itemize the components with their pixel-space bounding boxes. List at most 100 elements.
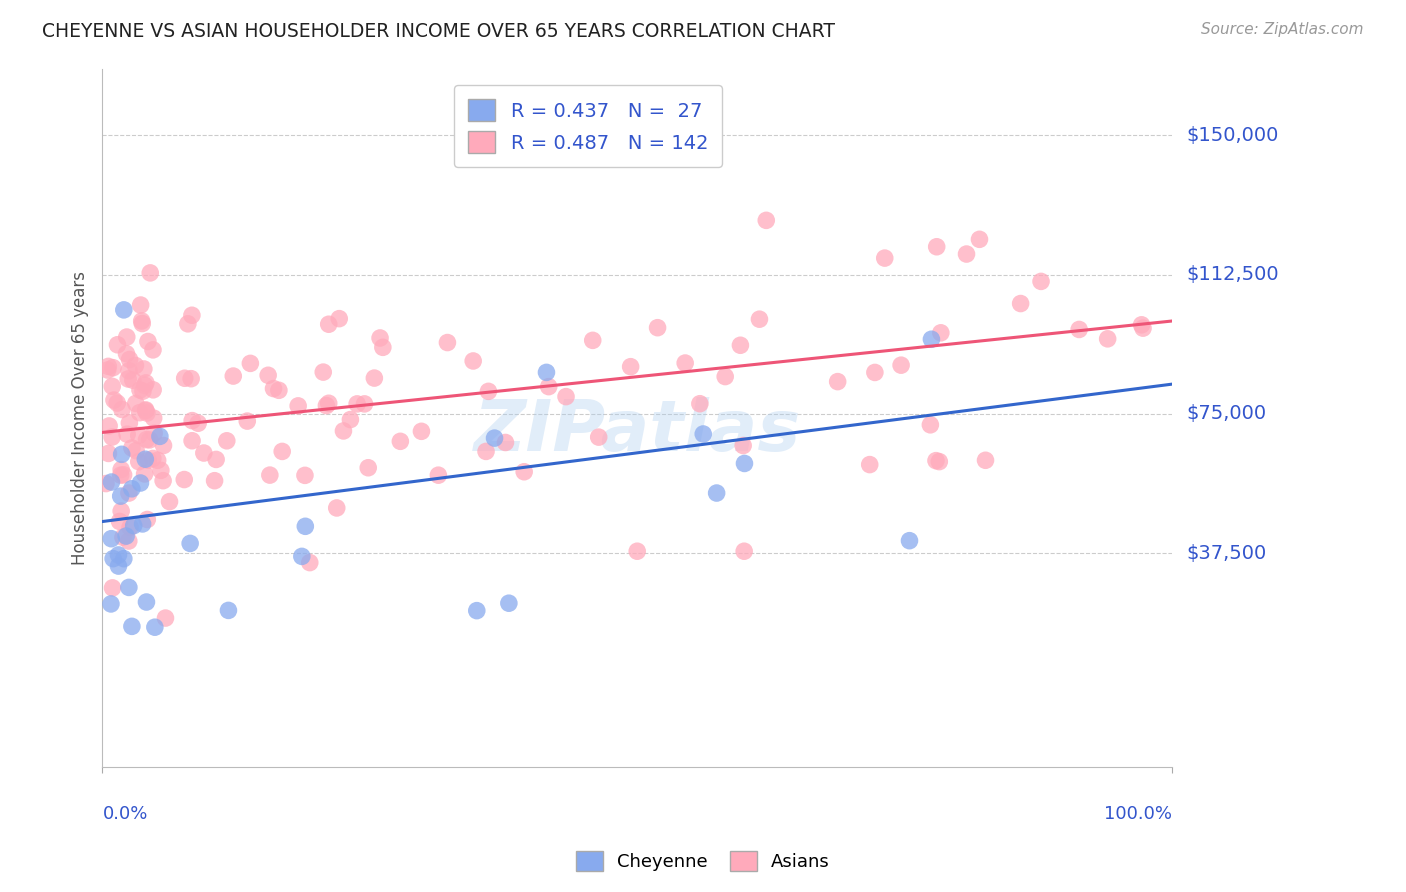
Point xyxy=(536,365,558,379)
Point xyxy=(339,412,361,426)
Point xyxy=(969,232,991,246)
Point xyxy=(117,372,139,386)
Point xyxy=(100,532,122,546)
Point xyxy=(239,356,262,370)
Point xyxy=(135,376,157,390)
Point xyxy=(115,347,138,361)
Point xyxy=(131,516,153,531)
Point xyxy=(177,317,200,331)
Point xyxy=(110,462,132,476)
Point xyxy=(495,435,517,450)
Point xyxy=(692,427,714,442)
Point xyxy=(465,604,488,618)
Point xyxy=(143,426,166,441)
Point xyxy=(1029,274,1052,288)
Point xyxy=(898,533,921,548)
Point xyxy=(463,354,485,368)
Point xyxy=(115,529,138,543)
Point xyxy=(318,317,340,331)
Point xyxy=(101,379,124,393)
Point xyxy=(101,551,124,566)
Point xyxy=(110,468,132,483)
Text: Source: ZipAtlas.com: Source: ZipAtlas.com xyxy=(1201,22,1364,37)
Point xyxy=(257,368,280,383)
Point xyxy=(312,365,335,379)
Point xyxy=(318,396,340,410)
Point xyxy=(118,581,141,595)
Point xyxy=(267,384,290,398)
Point xyxy=(920,332,942,346)
Point xyxy=(142,451,165,466)
Point xyxy=(920,417,942,432)
Point xyxy=(193,446,215,460)
Point xyxy=(357,460,380,475)
Text: 0.0%: 0.0% xyxy=(103,805,148,823)
Point xyxy=(827,375,849,389)
Point xyxy=(101,430,124,444)
Point xyxy=(436,335,458,350)
Point xyxy=(294,519,316,533)
Point xyxy=(236,414,259,428)
Point xyxy=(411,425,433,439)
Point xyxy=(139,266,162,280)
Point xyxy=(475,444,498,458)
Point xyxy=(110,489,132,503)
Point xyxy=(859,458,882,472)
Point xyxy=(271,444,294,458)
Point xyxy=(620,359,643,374)
Point xyxy=(733,438,755,452)
Point xyxy=(673,356,696,370)
Point xyxy=(890,358,912,372)
Point xyxy=(112,467,135,482)
Point xyxy=(103,393,125,408)
Point xyxy=(97,363,120,377)
Point xyxy=(118,364,141,378)
Point xyxy=(555,390,578,404)
Point xyxy=(118,486,141,500)
Point xyxy=(135,403,157,417)
Point xyxy=(132,384,155,399)
Point xyxy=(135,595,157,609)
Text: $150,000: $150,000 xyxy=(1185,126,1278,145)
Point xyxy=(110,504,132,518)
Point xyxy=(94,476,117,491)
Point xyxy=(111,402,134,417)
Point xyxy=(863,366,886,380)
Point xyxy=(1130,318,1153,332)
Point xyxy=(371,340,394,354)
Point xyxy=(146,453,169,467)
Point xyxy=(118,416,141,430)
Point xyxy=(315,399,337,413)
Point xyxy=(294,468,316,483)
Point xyxy=(537,379,560,393)
Point xyxy=(389,434,412,449)
Point xyxy=(484,431,506,445)
Point xyxy=(730,338,752,352)
Point xyxy=(131,317,153,331)
Point xyxy=(179,536,201,550)
Point xyxy=(107,548,129,562)
Point xyxy=(101,581,124,595)
Point xyxy=(180,308,202,322)
Legend: Cheyenne, Asians: Cheyenne, Asians xyxy=(569,844,837,879)
Point xyxy=(733,544,755,558)
Point xyxy=(217,603,239,617)
Point xyxy=(755,213,778,227)
Point xyxy=(346,397,368,411)
Point xyxy=(974,453,997,467)
Point xyxy=(118,534,141,549)
Point xyxy=(1132,321,1154,335)
Point xyxy=(328,311,350,326)
Point xyxy=(929,326,952,340)
Point xyxy=(582,334,605,348)
Point xyxy=(107,559,129,574)
Point xyxy=(112,551,135,566)
Point xyxy=(152,438,174,452)
Point xyxy=(128,455,150,469)
Point xyxy=(928,454,950,468)
Point xyxy=(134,452,156,467)
Point xyxy=(353,397,375,411)
Point xyxy=(873,251,896,265)
Point xyxy=(125,396,148,410)
Point xyxy=(135,406,157,420)
